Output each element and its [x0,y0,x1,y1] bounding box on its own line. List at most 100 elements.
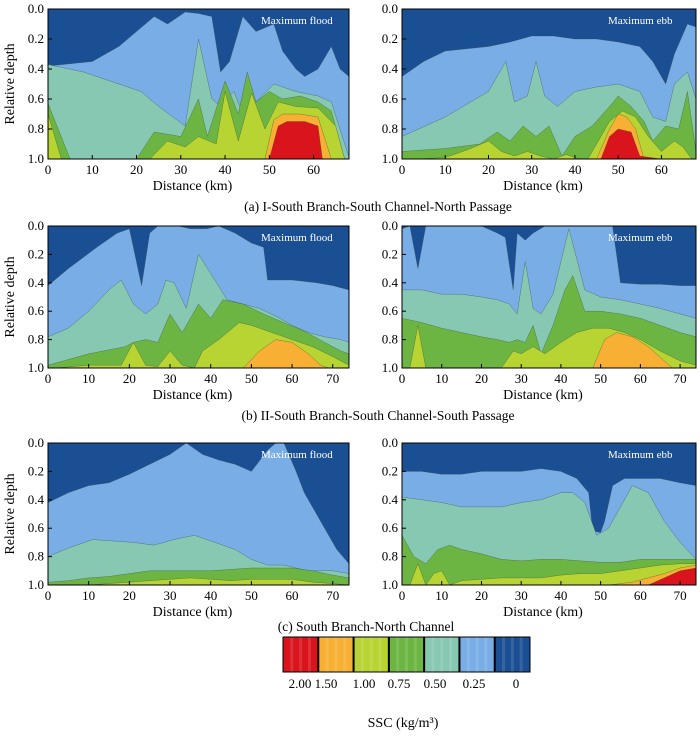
y-tick-label: 1.0 [28,151,44,166]
isoline-band-1.5 [242,339,329,368]
colorbar-segment [318,637,354,672]
x-tick-label: 50 [612,162,625,177]
y-tick-label: 1.0 [382,360,398,375]
x-tick-label: 40 [568,162,581,177]
x-tick-label: 20 [123,371,136,386]
panel-a-right: Maximum ebb 0 10 20 30 40 50 60 0.0 0.2 0.4 0.6 0.8 1… [382,1,697,194]
panel-b-right: Maximum ebb 0 10 20 30 40 50 60 70 0.0 0.2 0.4 0.6 0.… [382,218,697,403]
y-tick-label: 1.0 [28,577,44,592]
x-tick-label: 20 [123,588,136,603]
y-tick-label: 0.0 [28,218,44,233]
plot-area [48,443,349,585]
x-tick-label: 10 [439,162,452,177]
colorbar-tick-label: 0.50 [424,676,447,691]
plot-area [48,226,349,368]
y-tick-label: 0.2 [382,246,398,261]
panel-annotation: Maximum flood [261,232,333,244]
y-tick-label: 0.0 [28,1,44,16]
caption-b: (b) II-South Branch-South Channel-South … [242,408,515,423]
y-tick-label: 0.8 [382,121,398,136]
y-axis-label: Relative depth [3,473,18,554]
x-tick-label: 60 [655,162,668,177]
y-tick-label: 0.6 [28,91,45,106]
caption-a: (a) I-South Branch-South Channel-North P… [244,199,512,214]
x-tick-label: 20 [475,588,488,603]
y-tick-label: 0.0 [382,218,398,233]
isoline-band-1 [409,562,696,585]
y-tick-label: 0.4 [28,492,45,507]
panel-c-right: Maximum ebb 0 10 20 30 40 50 60 70 0.0 0.2 0.4 0.6 0.… [382,435,697,620]
x-tick-label: 0 [399,371,406,386]
y-tick-label: 0.6 [28,520,45,535]
x-tick-label: 10 [82,588,95,603]
x-tick-label: 10 [86,162,99,177]
panel-annotation: Maximum ebb [608,449,673,461]
panels: Maximum flood 0 10 20 30 40 50 60 0.0 0.2 0.4 0.6 0.… [3,1,697,620]
x-tick-label: 40 [554,371,567,386]
y-tick-label: 0.2 [28,463,44,478]
plot-frame [47,442,350,586]
y-tick-label: 0.4 [28,61,45,76]
x-tick-label: 30 [515,588,528,603]
plot-frame [401,225,697,369]
isoline-band-2 [600,128,662,159]
y-tick-label: 0.8 [382,332,398,347]
y-tick-label: 0.6 [28,303,45,318]
caption-c: (c) South Branch-North Channel [278,619,455,634]
isoline-band-2 [648,567,696,585]
x-tick-label: 0 [45,588,52,603]
colorbar-segment [283,637,319,672]
x-tick-label: 40 [219,162,232,177]
x-axis-label: Distance (km) [153,388,233,403]
x-tick-label: 60 [286,588,299,603]
panel-b-left: Maximum flood 0 10 20 30 40 50 60 70 0.0 0.2 0.4 0.6… [3,218,350,403]
x-tick-label: 20 [130,162,143,177]
y-tick-label: 0.0 [382,435,398,450]
x-axis-label: Distance (km) [153,179,233,194]
x-tick-label: 50 [594,371,607,386]
y-tick-label: 0.4 [382,492,399,507]
y-tick-label: 0.2 [382,31,398,46]
y-tick-label: 1.0 [382,151,398,166]
colorbar-segment [459,637,495,672]
y-tick-label: 0.6 [382,91,399,106]
x-axis-label: Distance (km) [503,179,583,194]
colorbar-segment [353,637,389,672]
colorbar-tick-label: 0.25 [463,676,486,691]
y-tick-label: 0.6 [382,520,399,535]
x-tick-label: 50 [594,588,607,603]
y-axis-label: Relative depth [3,256,18,337]
x-tick-label: 30 [515,371,528,386]
x-tick-label: 30 [164,371,177,386]
x-axis-label: Distance (km) [153,605,233,620]
x-tick-label: 50 [245,371,258,386]
x-tick-label: 40 [204,371,217,386]
panel-annotation: Maximum ebb [608,232,673,244]
x-tick-label: 60 [634,371,647,386]
y-axis-label: Relative depth [3,43,18,124]
x-tick-label: 30 [164,588,177,603]
plot-area [402,226,696,368]
x-tick-label: 50 [245,588,258,603]
x-tick-label: 10 [82,371,95,386]
x-tick-label: 0 [399,588,406,603]
y-tick-label: 0.8 [28,332,44,347]
y-tick-label: 0.8 [28,121,44,136]
x-tick-label: 50 [263,162,276,177]
colorbar: 2.00 1.50 1.00 0.75 0.50 0.25 0 [282,636,531,691]
x-tick-label: 30 [174,162,187,177]
y-tick-label: 0.0 [28,435,44,450]
y-tick-label: 0.2 [382,463,398,478]
plot-area [402,9,696,159]
x-tick-label: 30 [525,162,538,177]
isoline-band-2 [269,121,323,159]
x-tick-label: 60 [634,588,647,603]
panel-annotation: Maximum flood [261,449,333,461]
plot-frame [401,8,697,160]
x-tick-label: 70 [326,371,339,386]
colorbar-tick-label: 2.00 [289,676,312,691]
y-tick-label: 0.4 [382,275,399,290]
y-tick-label: 1.0 [28,360,44,375]
y-tick-label: 1.0 [382,577,398,592]
x-tick-label: 60 [286,371,299,386]
